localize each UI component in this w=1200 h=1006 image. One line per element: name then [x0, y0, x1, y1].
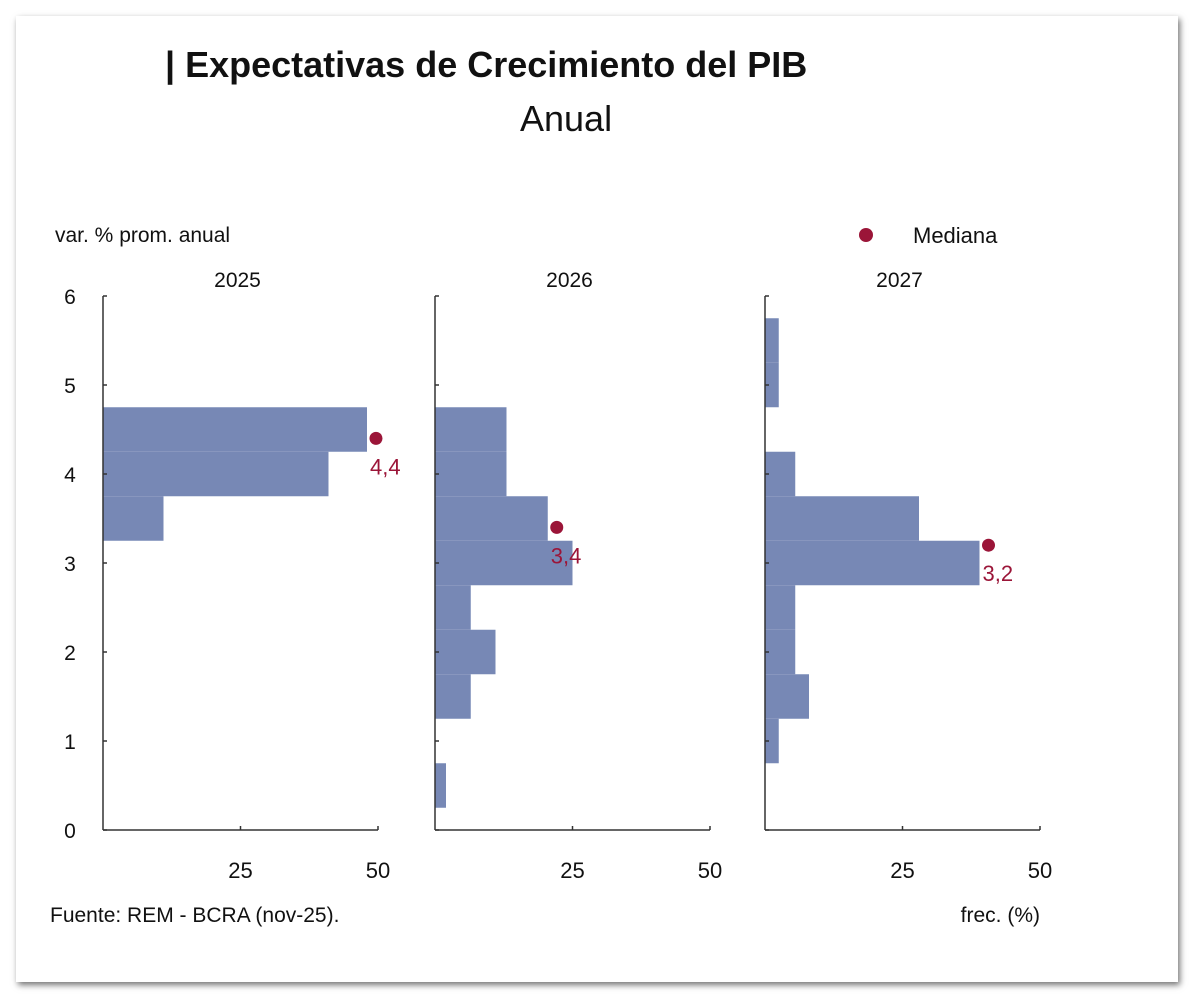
histogram-bar	[435, 585, 471, 630]
median-marker	[369, 431, 383, 445]
histogram-bar	[103, 407, 367, 452]
chart-frame	[16, 16, 1178, 982]
x-tick-label: 25	[228, 858, 252, 883]
y-tick-label: 1	[64, 731, 76, 754]
histogram-bar	[435, 629, 496, 675]
median-label: 4,4	[370, 454, 401, 479]
histogram-bar	[435, 496, 548, 541]
median-label: 3,2	[983, 561, 1014, 586]
panel-title: 2027	[876, 269, 923, 292]
x-axis-label: frec. (%)	[961, 904, 1040, 927]
x-tick-label: 25	[890, 858, 914, 883]
histogram-bar	[103, 496, 164, 541]
legend-marker-median	[859, 228, 873, 242]
median-marker	[550, 520, 564, 534]
histogram-bar	[765, 362, 779, 408]
panel-title: 2025	[214, 269, 261, 292]
histogram-bar	[765, 540, 980, 586]
histogram-bar	[765, 451, 796, 497]
x-tick-label: 50	[1028, 858, 1052, 883]
panel-title: 2026	[546, 269, 593, 292]
histogram-bar	[435, 451, 507, 497]
chart-title: | Expectativas de Crecimiento del PIB	[165, 44, 808, 85]
y-tick-label: 3	[64, 553, 76, 576]
histogram-bar	[435, 763, 446, 808]
y-tick-label: 4	[64, 464, 76, 487]
x-tick-label: 50	[698, 858, 722, 883]
chart-subtitle: Anual	[520, 98, 613, 139]
median-label: 3,4	[551, 543, 582, 568]
y-tick-label: 2	[64, 642, 76, 665]
histogram-bar	[435, 407, 507, 452]
histogram-bar	[435, 540, 573, 586]
y-tick-label: 6	[64, 286, 76, 309]
histogram-bar	[765, 674, 809, 719]
x-tick-label: 50	[366, 858, 390, 883]
y-tick-label: 5	[64, 375, 76, 398]
histogram-bar	[765, 585, 796, 630]
histogram-bar	[765, 718, 779, 764]
x-tick-label: 25	[560, 858, 584, 883]
median-marker	[982, 538, 995, 552]
legend-label: Mediana	[913, 223, 998, 248]
source-note: Fuente: REM - BCRA (nov-25).	[50, 904, 339, 927]
histogram-bar	[765, 496, 919, 541]
y-tick-label: 0	[64, 820, 76, 843]
histogram-bar	[765, 318, 779, 363]
y-axis-label: var. % prom. anual	[55, 224, 230, 247]
histogram-bar	[103, 451, 329, 497]
histogram-bar	[765, 629, 796, 675]
histogram-bar	[435, 674, 471, 719]
